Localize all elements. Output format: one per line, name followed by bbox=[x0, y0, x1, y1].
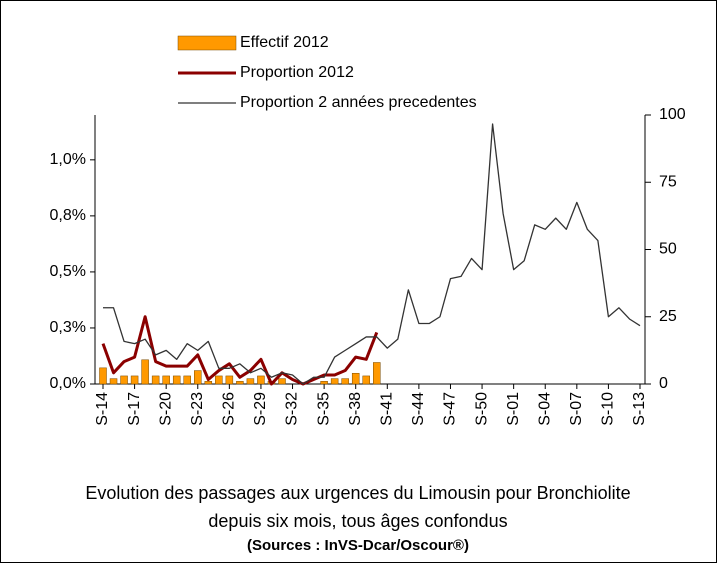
line bbox=[103, 123, 641, 385]
bar bbox=[330, 378, 339, 385]
bar bbox=[236, 381, 244, 385]
x-tick-label: S-32 bbox=[284, 392, 301, 426]
y2-tick-label: 50 bbox=[659, 241, 677, 258]
bar bbox=[215, 375, 223, 385]
bar bbox=[109, 378, 118, 385]
x-tick-label: S-01 bbox=[505, 392, 522, 426]
y2-tick-label: 100 bbox=[659, 106, 686, 123]
y-tick-label: 0,0% bbox=[50, 375, 86, 392]
bar bbox=[120, 375, 128, 385]
bar bbox=[151, 375, 160, 385]
bar bbox=[278, 378, 286, 385]
x-tick-label: S-23 bbox=[189, 392, 206, 426]
x-tick-label: S-17 bbox=[126, 392, 143, 426]
x-tick-label: S-47 bbox=[442, 392, 459, 426]
legend-label: Proportion 2 années precedentes bbox=[240, 94, 477, 111]
bar bbox=[320, 381, 328, 385]
bar bbox=[351, 372, 360, 385]
x-tick-label: S-07 bbox=[568, 392, 585, 426]
bar bbox=[204, 381, 213, 385]
bar bbox=[225, 375, 234, 385]
bar bbox=[99, 367, 107, 385]
line bbox=[101, 315, 379, 386]
x-tick-label: S-41 bbox=[379, 392, 396, 426]
source: (Sources : InVS-Dcar/Oscour®) bbox=[247, 537, 469, 554]
y-tick-label: 0,8% bbox=[50, 207, 86, 224]
y-tick-label: 1,0% bbox=[50, 151, 86, 168]
caption: depuis six mois, tous âges confondus bbox=[208, 511, 507, 531]
y-tick-label: 0,5% bbox=[50, 263, 86, 280]
bar bbox=[162, 375, 170, 385]
x-tick-label: S-38 bbox=[347, 392, 364, 426]
y2-tick-label: 0 bbox=[659, 375, 668, 392]
x-tick-label: S-04 bbox=[536, 392, 553, 426]
bar bbox=[362, 375, 370, 385]
y2-tick-label: 75 bbox=[659, 173, 677, 190]
bar bbox=[130, 375, 139, 385]
x-tick-label: S-14 bbox=[94, 392, 111, 426]
legend-label: Effectif 2012 bbox=[240, 34, 329, 51]
bar bbox=[341, 378, 349, 385]
x-tick-label: S-44 bbox=[410, 392, 427, 426]
bar bbox=[141, 359, 149, 385]
x-tick-label: S-35 bbox=[315, 392, 332, 426]
caption: Evolution des passages aux urgences du L… bbox=[85, 483, 630, 503]
x-tick-label: S-29 bbox=[252, 392, 269, 426]
x-tick-label: S-13 bbox=[631, 392, 648, 426]
x-tick-label: S-20 bbox=[157, 392, 174, 426]
x-tick-label: S-10 bbox=[600, 392, 617, 426]
x-tick-label: S-26 bbox=[221, 392, 238, 426]
bar bbox=[246, 378, 255, 385]
bar bbox=[183, 375, 191, 385]
bar bbox=[172, 375, 181, 385]
bar bbox=[257, 375, 265, 385]
y2-tick-label: 25 bbox=[659, 308, 677, 325]
bar bbox=[373, 362, 381, 385]
x-tick-label: S-50 bbox=[473, 392, 490, 426]
legend-swatch bbox=[177, 35, 237, 51]
y-tick-label: 0,3% bbox=[50, 319, 86, 336]
bar bbox=[194, 370, 202, 385]
legend-label: Proportion 2012 bbox=[240, 64, 354, 81]
